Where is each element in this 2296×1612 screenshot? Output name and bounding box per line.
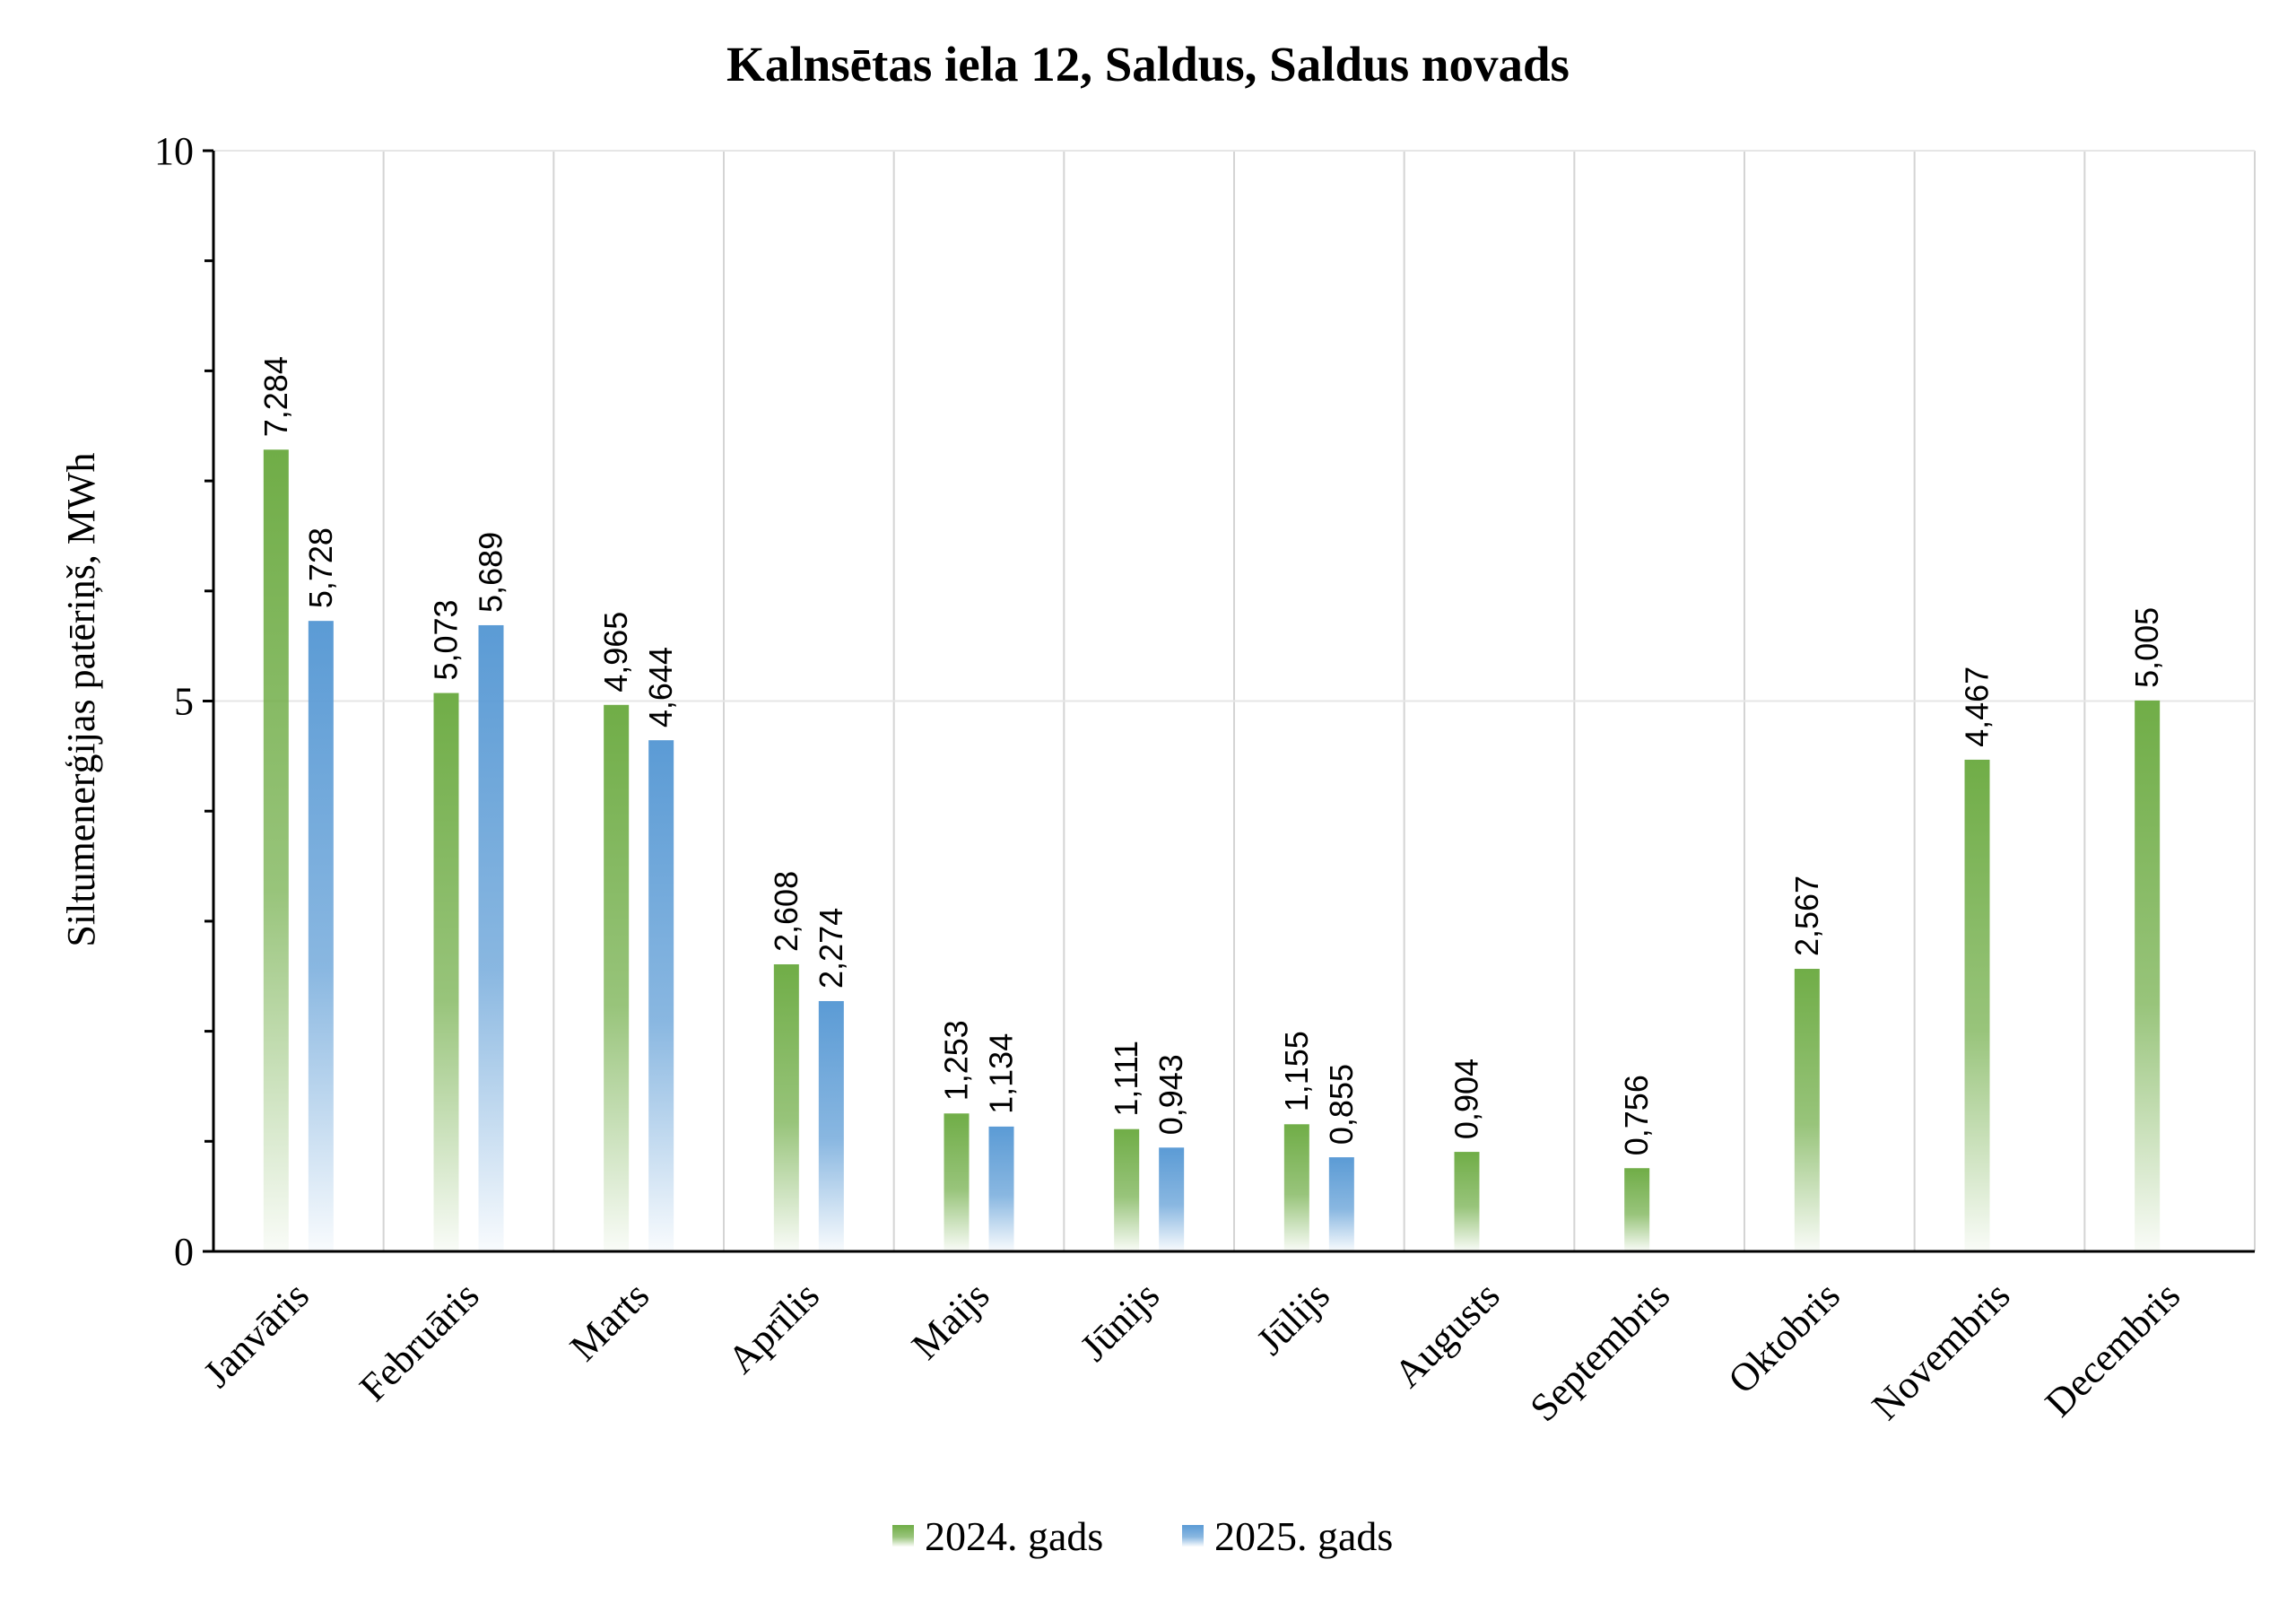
y-axis-title: Siltumenerģijas patēriņš, MWh	[59, 452, 103, 946]
legend-label: 2025. gads	[1214, 1513, 1393, 1559]
x-tick-label: Jūnijs	[1072, 1273, 1168, 1369]
bar-2025	[818, 1000, 844, 1251]
bar-2025	[478, 624, 504, 1251]
data-label: 0,904	[1448, 1059, 1485, 1139]
legend-swatch-2024	[892, 1525, 914, 1547]
x-tick-label: Decembris	[2037, 1273, 2188, 1425]
bar-2024	[773, 963, 799, 1251]
x-tick-label: Janvāris	[195, 1273, 317, 1396]
data-label: 4,644	[642, 647, 679, 728]
x-tick-label: Oktobris	[1719, 1273, 1848, 1402]
x-tick-label: Septembris	[1522, 1273, 1679, 1430]
data-label: 7,284	[257, 356, 294, 437]
x-tick-label: Februāris	[351, 1273, 487, 1409]
bar-2025	[1159, 1147, 1185, 1251]
y-tick-label: 0	[174, 1230, 194, 1274]
x-tick-label: Novembris	[1864, 1273, 2019, 1428]
y-tick-label: 5	[174, 680, 194, 724]
data-label: 2,274	[813, 908, 849, 989]
bar-2025	[648, 740, 674, 1251]
data-label: 1,111	[1108, 1041, 1144, 1117]
bar-2024	[263, 449, 289, 1252]
bar-2024	[433, 693, 459, 1251]
bar-2024	[944, 1113, 970, 1251]
bar-2025	[988, 1126, 1014, 1251]
x-tick-label: Augusts	[1386, 1273, 1509, 1396]
data-label: 0,855	[1323, 1064, 1360, 1145]
legend: 2024. gads 2025. gads	[892, 1513, 1393, 1559]
y-tick-label: 10	[154, 129, 194, 173]
data-label: 5,005	[2128, 607, 2165, 688]
bar-2024	[1964, 759, 1990, 1251]
data-label: 2,608	[768, 871, 804, 952]
data-label: 4,965	[597, 612, 634, 693]
bar-2025	[308, 621, 334, 1251]
gridlines	[213, 150, 2256, 1251]
data-labels: 7,284 5,073 4,965 2,608 1,253 1,111 1,155 0,904…	[257, 356, 2165, 1155]
data-label: 1,155	[1278, 1031, 1315, 1111]
data-label: 0,943	[1152, 1054, 1189, 1135]
bar-2024	[1624, 1168, 1650, 1251]
data-label: 4,467	[1959, 667, 1996, 747]
data-label: 5,073	[428, 599, 465, 680]
bar-2024	[1114, 1128, 1140, 1251]
x-tick-label: Maijs	[903, 1273, 998, 1368]
bar-2024	[604, 704, 630, 1251]
bar-2024	[2135, 700, 2161, 1251]
data-label: 1,253	[938, 1020, 975, 1101]
chart-title: Kalnsētas iela 12, Saldus, Saldus novads	[726, 37, 1570, 91]
data-label: 2,567	[1788, 876, 1825, 956]
data-label: 0,756	[1618, 1075, 1655, 1155]
data-label: 5,689	[473, 532, 509, 613]
data-label: 5,728	[302, 527, 339, 608]
bars	[263, 449, 2161, 1252]
data-label: 1,134	[983, 1033, 1020, 1114]
legend-swatch-2025	[1182, 1525, 1204, 1547]
x-tick-label: Jūlijs	[1248, 1273, 1338, 1363]
bar-2025	[1328, 1157, 1354, 1251]
bar-2024	[1283, 1124, 1309, 1251]
axes: 0 5 10 Janvāris Februāris Marts Aprīlis Maijs Jū…	[154, 129, 2255, 1430]
x-tick-label: Marts	[561, 1273, 657, 1369]
bar-2024	[1794, 969, 1820, 1251]
legend-label: 2024. gads	[925, 1513, 1103, 1559]
x-tick-label: Aprīlis	[719, 1273, 828, 1381]
bar-2024	[1454, 1152, 1480, 1251]
